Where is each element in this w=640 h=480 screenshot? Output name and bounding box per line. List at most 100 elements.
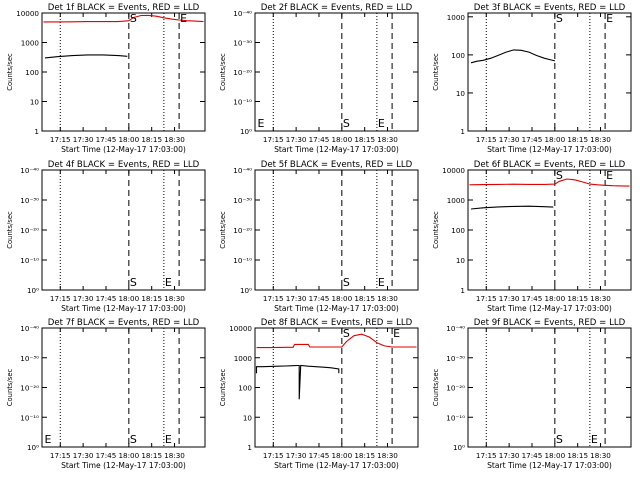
x-tick-label: 18:30 <box>590 135 611 144</box>
events-series-line <box>255 364 340 400</box>
x-tick-label: 18:15 <box>567 135 588 144</box>
chart-title: Det 2f BLACK = Events, RED = LLD <box>261 3 413 13</box>
events-series-line <box>44 54 128 59</box>
y-axis-label: Counts/sec <box>219 211 227 249</box>
x-tick-label: 18:00 <box>118 451 139 460</box>
x-tick-label: 18:00 <box>544 451 565 460</box>
x-tick-label: 18:00 <box>331 451 352 460</box>
marker-s: S <box>556 12 563 25</box>
plot-frame <box>467 327 632 448</box>
y-tick-label: 10⁰ <box>240 127 252 136</box>
y-tick-label: 10 <box>456 256 466 265</box>
y-tick-label: 1 <box>460 286 465 295</box>
y-tick-label: 100 <box>25 68 39 77</box>
x-tick-label: 18:15 <box>141 451 162 460</box>
plot-frame <box>41 169 206 291</box>
y-tick-label: 100 <box>238 384 252 393</box>
x-tick-label: 17:30 <box>286 294 307 303</box>
x-tick-label: 18:15 <box>354 294 375 303</box>
lld-series-line <box>469 178 630 187</box>
x-tick-label: 18:15 <box>354 135 375 144</box>
marker-s: S <box>556 433 563 446</box>
x-tick-label: 17:15 <box>476 451 497 460</box>
x-tick-label: 18:00 <box>118 294 139 303</box>
x-tick-label: 18:30 <box>164 135 185 144</box>
marker-e: E <box>591 433 598 446</box>
x-tick-label: 17:30 <box>73 451 94 460</box>
plot-frame <box>41 327 206 448</box>
chart-panel-6: Det 6f BLACK = Events, RED = LLD 1 10 100 10… <box>432 160 632 313</box>
x-tick-label: 18:30 <box>590 451 611 460</box>
x-tick-label: 17:30 <box>499 451 520 460</box>
plot-frame <box>467 169 632 291</box>
y-axis-label: Counts/sec <box>6 369 14 407</box>
marker-e: E <box>378 276 385 289</box>
chart-title: Det 9f BLACK = Events, RED = LLD <box>474 318 626 328</box>
y-tick-label: 10⁰ <box>453 443 465 452</box>
marker-s: S <box>556 169 563 182</box>
marker-s: S <box>343 117 350 130</box>
x-tick-label: 17:45 <box>309 294 330 303</box>
plot-frame <box>254 169 419 291</box>
y-axis-label: Counts/sec <box>6 211 14 249</box>
y-tick-label: 10⁻²⁰ <box>233 68 252 77</box>
events-series-line <box>470 49 555 64</box>
x-tick-label: 17:30 <box>73 294 94 303</box>
chart-title: Det 1f BLACK = Events, RED = LLD <box>48 3 200 13</box>
y-tick-label: 10⁻¹⁰ <box>20 256 39 265</box>
x-tick-label: 17:45 <box>522 135 543 144</box>
marker-e: E <box>45 433 52 446</box>
y-tick-label: 10000 <box>229 324 252 333</box>
x-tick-label: 18:00 <box>118 135 139 144</box>
x-tick-label: 17:15 <box>263 135 284 144</box>
y-tick-label: 10⁻³⁰ <box>233 39 252 48</box>
marker-s: S <box>130 12 137 25</box>
y-tick-label: 1 <box>247 443 252 452</box>
marker-e: E <box>165 433 172 446</box>
plot-frame <box>467 12 632 132</box>
x-axis-label: Start Time (12-May-17 17:03:00) <box>61 461 186 470</box>
y-tick-label: 10⁰ <box>27 286 39 295</box>
x-tick-label: 17:45 <box>309 451 330 460</box>
x-tick-label: 17:30 <box>286 135 307 144</box>
x-tick-label: 18:00 <box>544 294 565 303</box>
y-tick-label: 10⁻⁴⁰ <box>446 324 465 333</box>
y-tick-label: 10⁻⁴⁰ <box>20 166 39 175</box>
chart-panel-2: Det 2f BLACK = Events, RED = LLD 10⁰ 10⁻¹⁰… <box>219 3 419 154</box>
chart-panel-3: Det 3f BLACK = Events, RED = LLD 1 10 100 10… <box>432 3 632 154</box>
y-tick-label: 1 <box>460 127 465 136</box>
lld-series-line <box>256 333 417 349</box>
y-tick-label: 1000 <box>447 13 466 22</box>
x-axis-label: Start Time (12-May-17 17:03:00) <box>487 145 612 154</box>
chart-panel-8: Det 8f BLACK = Events, RED = LLD 1 10 100 10… <box>219 318 419 470</box>
marker-e: E <box>165 276 172 289</box>
x-tick-label: 17:15 <box>476 294 497 303</box>
y-tick-label: 10⁻³⁰ <box>233 196 252 205</box>
chart-title: Det 3f BLACK = Events, RED = LLD <box>474 3 626 13</box>
x-tick-label: 17:45 <box>96 135 117 144</box>
x-tick-label: 17:30 <box>499 135 520 144</box>
y-tick-label: 10⁰ <box>27 443 39 452</box>
x-tick-label: 17:15 <box>50 294 71 303</box>
x-tick-label: 17:45 <box>96 294 117 303</box>
y-tick-label: 10⁰ <box>240 286 252 295</box>
y-axis-label: Counts/sec <box>432 211 440 249</box>
y-tick-label: 100 <box>451 226 465 235</box>
y-tick-label: 10⁻³⁰ <box>446 354 465 363</box>
x-tick-label: 18:15 <box>567 294 588 303</box>
x-tick-label: 17:45 <box>96 451 117 460</box>
y-tick-label: 10⁻⁴⁰ <box>20 324 39 333</box>
y-tick-label: 10 <box>243 413 253 422</box>
y-tick-label: 1 <box>34 127 39 136</box>
x-tick-label: 18:15 <box>354 451 375 460</box>
x-tick-label: 17:30 <box>286 451 307 460</box>
x-axis-label: Start Time (12-May-17 17:03:00) <box>487 304 612 313</box>
y-axis-label: Counts/sec <box>219 369 227 407</box>
y-axis-label: Counts/sec <box>432 369 440 407</box>
y-tick-label: 1000 <box>234 354 253 363</box>
x-tick-label: 18:30 <box>377 451 398 460</box>
y-tick-label: 10 <box>30 98 40 107</box>
y-tick-label: 10⁻²⁰ <box>20 384 39 393</box>
x-tick-label: 17:15 <box>476 135 497 144</box>
